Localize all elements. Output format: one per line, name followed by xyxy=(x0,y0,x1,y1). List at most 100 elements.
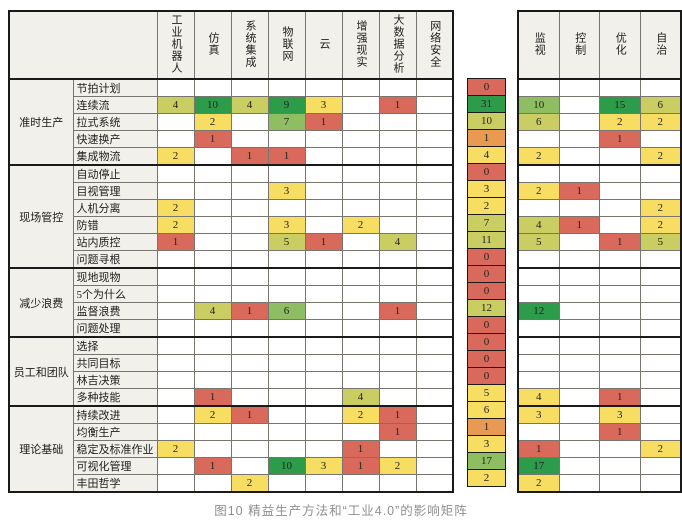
matrix-cell xyxy=(415,96,454,114)
level-cell xyxy=(517,319,560,338)
total-row: 0 xyxy=(467,78,506,96)
matrix-cell xyxy=(378,371,417,389)
matrix-cell xyxy=(341,354,380,372)
total-row: 31 xyxy=(467,95,506,113)
level-cell: 3 xyxy=(599,405,641,424)
row-label: 站内质控 xyxy=(72,233,158,251)
level-cell xyxy=(599,267,641,286)
matrix-cell xyxy=(156,302,195,320)
matrix-cell xyxy=(230,319,269,338)
matrix-cell xyxy=(230,130,269,148)
level-cell xyxy=(517,354,560,372)
matrix-cell xyxy=(304,147,343,166)
matrix-row: 问题处理 xyxy=(9,319,454,338)
matrix-cell xyxy=(230,216,269,234)
matrix-row: 准时生产 节拍计划 xyxy=(8,78,454,166)
totals-body: 0 31 10 1 4 0 3 2 7 11 0 0 0 12 0 0 0 0 5 6 1 3 17 2 xyxy=(467,78,506,487)
matrix-cell xyxy=(193,164,232,183)
level-column-header-label: 优化 xyxy=(614,31,627,56)
matrix-cell xyxy=(341,182,380,200)
level-cell: 2 xyxy=(639,113,682,131)
matrix-cell xyxy=(193,147,232,166)
level-column-header-label: 自治 xyxy=(654,31,667,56)
group-label: 现场管控 xyxy=(8,164,74,269)
matrix-cell xyxy=(267,285,306,303)
matrix-row: 监督浪费 4 1 6 1 xyxy=(9,302,454,320)
level-cell xyxy=(558,336,600,355)
total-row: 0 xyxy=(467,316,506,334)
level-cell: 10 xyxy=(517,96,560,114)
row-total-cell: 3 xyxy=(467,180,506,198)
matrix-cell xyxy=(415,371,454,389)
row-label: 稳定及标准作业 xyxy=(72,440,158,458)
matrix-cell: 1 xyxy=(378,423,417,441)
matrix-cell: 3 xyxy=(304,96,343,114)
matrix-cell xyxy=(156,371,195,389)
level-cell: 2 xyxy=(639,440,682,458)
level-cell xyxy=(558,250,600,269)
matrix-cell xyxy=(156,182,195,200)
row-label: 监督浪费 xyxy=(72,302,158,320)
row-total-cell: 1 xyxy=(467,418,506,436)
row-label: 问题处理 xyxy=(72,319,158,338)
matrix-cell xyxy=(415,302,454,320)
row-total-cell: 0 xyxy=(467,163,506,181)
matrix-cell xyxy=(378,164,417,183)
level-cell xyxy=(558,285,600,303)
row-label: 节拍计划 xyxy=(72,78,158,97)
row-label: 集成物流 xyxy=(72,147,158,166)
total-row: 0 xyxy=(467,282,506,300)
total-row: 10 xyxy=(467,112,506,130)
level-cell xyxy=(599,371,641,389)
matrix-cell xyxy=(230,440,269,458)
row-total-cell: 0 xyxy=(467,367,506,385)
matrix-cell: 2 xyxy=(156,216,195,234)
level-cell xyxy=(639,354,682,372)
matrix-cell xyxy=(193,250,232,269)
matrix-cell: 1 xyxy=(341,440,380,458)
level-cell: 3 xyxy=(517,405,560,424)
level-cell xyxy=(599,302,641,320)
level-cell: 1 xyxy=(599,388,641,407)
matrix-cell xyxy=(267,405,306,424)
tech-column-header: 物联网 xyxy=(267,10,306,80)
figure-caption: 图10 精益生产方法和“工业4.0”的影响矩阵 xyxy=(214,504,468,518)
matrix-cell xyxy=(378,199,417,217)
matrix-cell xyxy=(415,164,454,183)
level-cell: 6 xyxy=(517,113,560,131)
level-cell: 12 xyxy=(517,302,560,320)
level-cell xyxy=(558,457,600,475)
level-cell xyxy=(558,423,600,441)
row-total-cell: 5 xyxy=(467,384,506,402)
matrix-cell xyxy=(267,130,306,148)
total-row: 4 xyxy=(467,146,506,164)
matrix-cell xyxy=(415,319,454,338)
matrix-cell xyxy=(193,354,232,372)
level-cell xyxy=(639,457,682,475)
row-label: 人机分离 xyxy=(72,199,158,217)
level-cell xyxy=(639,302,682,320)
matrix-row: 减少浪费 现地现物 xyxy=(8,267,454,338)
row-label: 多种技能 xyxy=(72,388,158,407)
group-label: 员工和团队 xyxy=(8,336,74,407)
tech-header-row: 工业机器人 仿真 系统集成 物联网 云 增强现实 大数据分析 网络安全 xyxy=(8,10,454,80)
row-label: 连续流 xyxy=(72,96,158,114)
row-label: 林吉决策 xyxy=(72,371,158,389)
level-row xyxy=(517,319,682,338)
matrix-row: 集成物流 2 1 1 xyxy=(9,147,454,166)
matrix-row: 丰田哲学 2 xyxy=(9,474,454,493)
matrix-cell: 3 xyxy=(267,182,306,200)
row-total-cell: 11 xyxy=(467,231,506,249)
level-cell xyxy=(599,216,641,234)
level-cell xyxy=(599,182,641,200)
matrix-cell: 1 xyxy=(193,388,232,407)
matrix-cell xyxy=(230,354,269,372)
matrix-cell xyxy=(378,354,417,372)
matrix-cell xyxy=(230,285,269,303)
matrix-body: 准时生产 节拍计划 连续流 4 10 4 9 3 1 拉式系统 2 7 1 快速换产 1 集成物流 2 1 1 现场管… xyxy=(8,78,454,493)
level-cell xyxy=(517,130,560,148)
row-label: 问题寻根 xyxy=(72,250,158,269)
